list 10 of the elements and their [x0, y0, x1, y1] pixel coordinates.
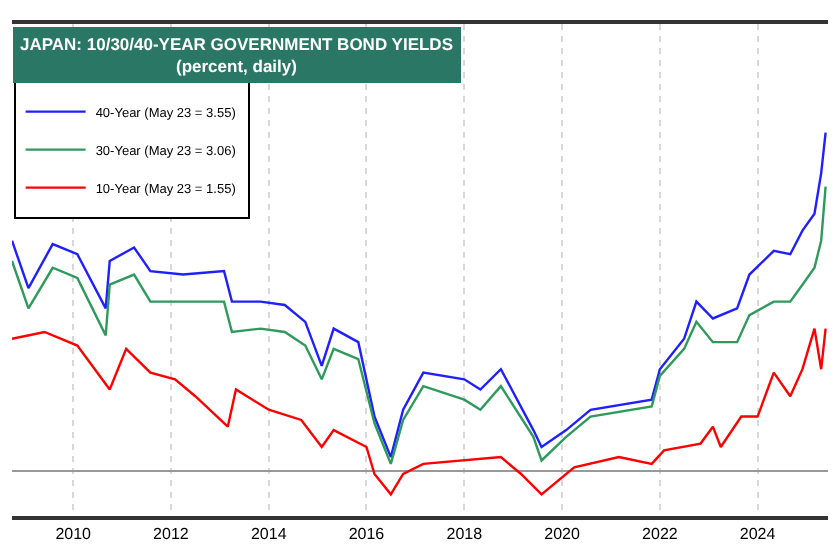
- x-tick-label: 2012: [153, 524, 190, 543]
- x-tick-label: 2020: [544, 524, 581, 543]
- x-tick-label: 2010: [55, 524, 93, 543]
- x-tick-label: 2018: [446, 524, 484, 543]
- chart-title: JAPAN: 10/30/40-YEAR GOVERNMENT BOND YIELDS: [20, 34, 454, 54]
- x-tick-label: 2024: [739, 524, 777, 543]
- x-tick-label: 2022: [642, 524, 679, 543]
- chart-subtitle: (percent, daily): [176, 56, 298, 77]
- x-tick-label: 2014: [250, 524, 288, 543]
- x-tick-label: 2016: [348, 524, 386, 543]
